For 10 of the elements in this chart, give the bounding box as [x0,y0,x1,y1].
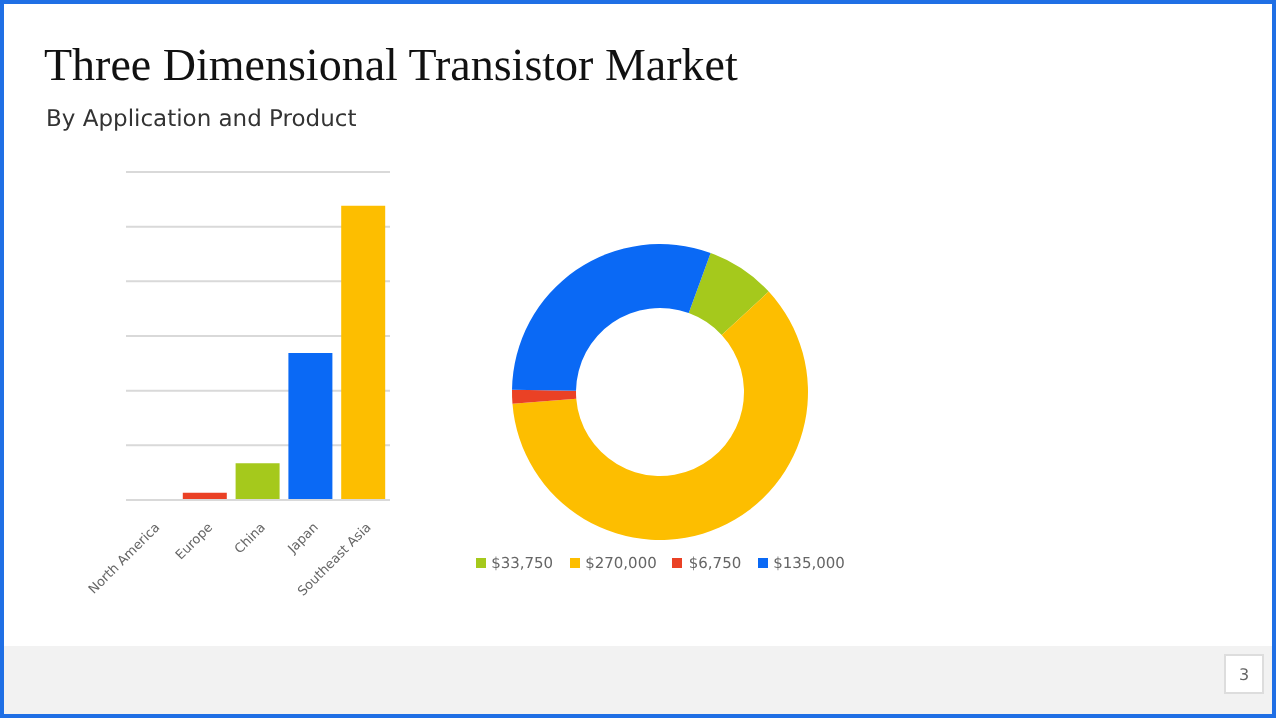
text: 3 [1224,654,1264,694]
chart-subtitle: By Application and Product [46,104,357,132]
bar [341,205,386,500]
donut-slice [512,291,808,540]
donut-slice [512,389,577,404]
chart-title: Three Dimensional Transistor Market [44,40,738,92]
bar [235,463,280,500]
donut-slice [688,252,769,336]
donut-slice [512,244,711,391]
bar [288,352,333,500]
